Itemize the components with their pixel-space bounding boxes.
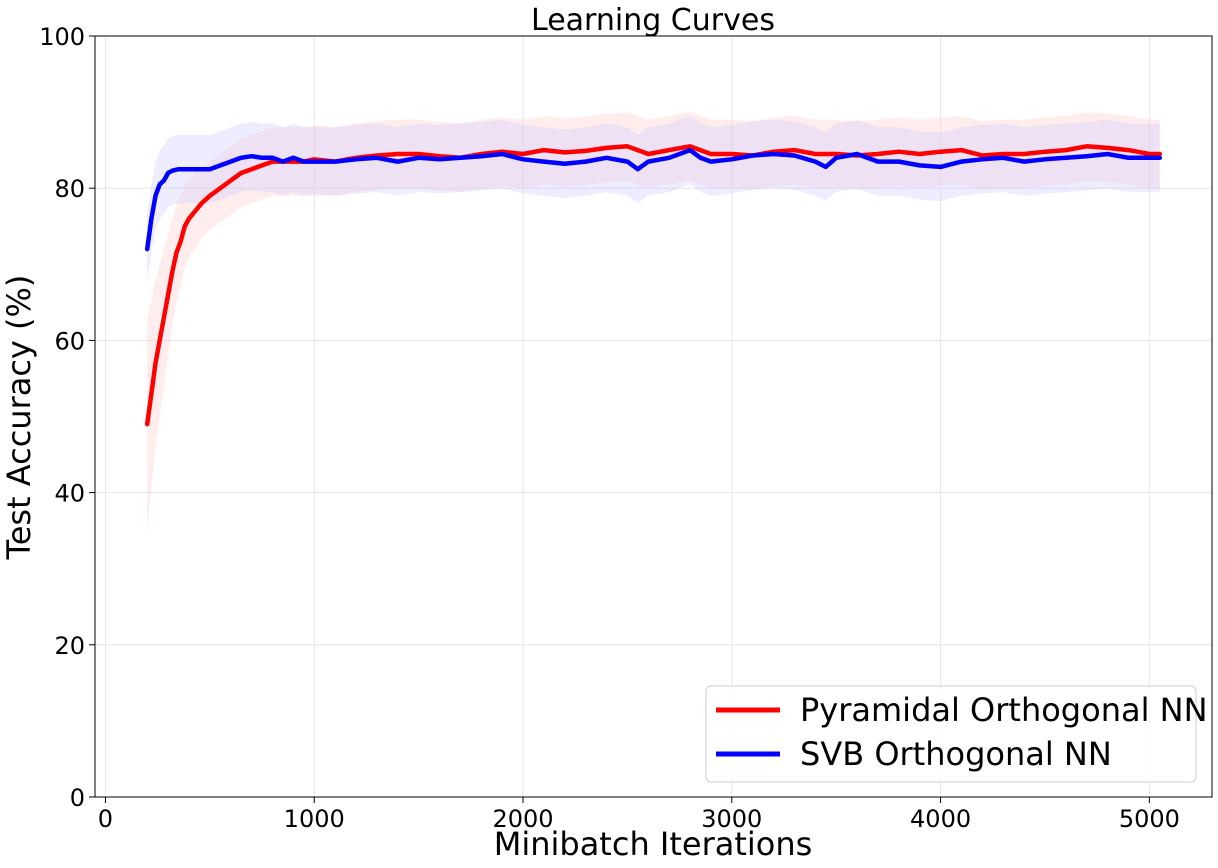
legend: Pyramidal Orthogonal NN SVB Orthogonal N…: [705, 685, 1208, 783]
series-lines: [144, 144, 1163, 427]
x-tick-label: 3000: [701, 805, 762, 833]
confidence-bands: [147, 112, 1160, 531]
x-tick-label: 0: [98, 805, 113, 833]
series-line-1: [144, 147, 1163, 252]
y-tick-label: 100: [39, 23, 85, 51]
x-tick-label: 2000: [492, 805, 553, 833]
x-tick-label: 5000: [1119, 805, 1180, 833]
legend-box: [705, 685, 1197, 783]
y-tick-label: 60: [54, 327, 85, 355]
confidence-band-1: [147, 115, 1160, 284]
y-tick-label: 40: [54, 480, 85, 508]
x-tick-label: 4000: [910, 805, 971, 833]
legend-label-pyramidal: Pyramidal Orthogonal NN: [800, 691, 1208, 729]
y-tick-label: 80: [54, 175, 85, 203]
series-line-0: [144, 144, 1163, 427]
y-tick-label: 20: [54, 632, 85, 660]
axis-ticks: 0 1000 2000 3000 4000 5000 0 20 40 60 80 100: [39, 23, 1180, 833]
plot-area-frame: [94, 35, 1213, 798]
x-axis-label: Minibatch Iterations: [494, 825, 813, 863]
legend-label-svb: SVB Orthogonal NN: [800, 735, 1112, 773]
y-axis-label: Test Accuracy (%): [0, 275, 38, 561]
y-tick-label: 0: [70, 784, 85, 812]
chart-title: Learning Curves: [531, 3, 775, 38]
confidence-band-0: [147, 112, 1160, 531]
x-tick-label: 1000: [284, 805, 345, 833]
